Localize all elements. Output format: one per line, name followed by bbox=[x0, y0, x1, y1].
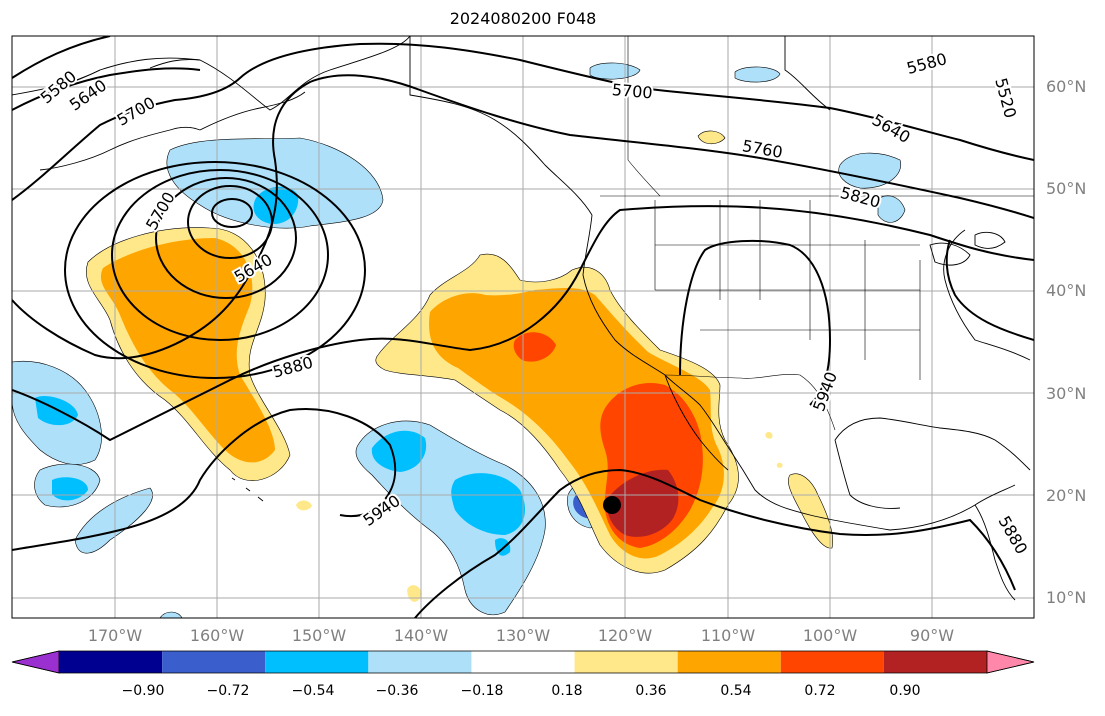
colorbar-tick-label: −0.36 bbox=[375, 683, 419, 699]
colorbar-extend-max bbox=[986, 650, 1035, 674]
colorbar-tick-label: −0.54 bbox=[291, 683, 335, 699]
colorbar-segment bbox=[883, 651, 987, 673]
colorbar-segment bbox=[471, 651, 575, 673]
colorbar-segment bbox=[677, 651, 781, 673]
colorbar-segment bbox=[265, 651, 369, 673]
lon-label: 130°W bbox=[495, 626, 551, 645]
positive-anomaly-region bbox=[765, 431, 773, 439]
colorbar-tick-label: 0.36 bbox=[635, 683, 667, 699]
colorbar-segment bbox=[368, 651, 472, 673]
lat-label: 20°N bbox=[1046, 486, 1087, 505]
colorbar-tick-label: 0.18 bbox=[551, 683, 583, 699]
positive-anomaly-region bbox=[296, 500, 312, 511]
lat-label: 10°N bbox=[1046, 588, 1087, 607]
lon-label: 160°W bbox=[189, 626, 245, 645]
colorbar-tick-label: −0.72 bbox=[206, 683, 250, 699]
positive-anomaly-region bbox=[776, 462, 783, 468]
gridlines bbox=[12, 36, 1034, 618]
colorbar-tick-label: 0.90 bbox=[889, 683, 921, 699]
colorbar bbox=[11, 650, 1035, 674]
negative-anomaly-region bbox=[451, 473, 525, 535]
lon-label: 120°W bbox=[597, 626, 653, 645]
colorbar-tick-label: 0.54 bbox=[720, 683, 752, 699]
colorbar-segment bbox=[59, 651, 163, 673]
height-contours bbox=[12, 36, 1034, 618]
lon-label: 170°W bbox=[87, 626, 143, 645]
colorbar-outline bbox=[11, 650, 1035, 674]
lat-label: 30°N bbox=[1046, 384, 1087, 403]
negative-anomaly-region bbox=[838, 152, 902, 189]
colorbar-tick-label: 0.72 bbox=[804, 683, 836, 699]
colorbar-segment bbox=[162, 651, 266, 673]
negative-anomaly-region bbox=[734, 66, 781, 83]
lon-label: 90°W bbox=[909, 626, 955, 645]
positive-anomaly-region bbox=[100, 238, 275, 463]
positive-anomaly-region bbox=[788, 473, 833, 549]
chart-title: 2024080200 F048 bbox=[449, 9, 597, 28]
contour-label: 5700 bbox=[611, 80, 653, 102]
colorbar-tick-label: −0.18 bbox=[460, 683, 504, 699]
lat-label: 50°N bbox=[1046, 179, 1087, 198]
positive-anomaly-region bbox=[670, 375, 710, 396]
lon-label: 140°W bbox=[393, 626, 449, 645]
colorbar-segment bbox=[574, 651, 678, 673]
lon-label: 110°W bbox=[700, 626, 756, 645]
positive-anomaly-region bbox=[697, 130, 726, 145]
colorbar-tick-label: −0.90 bbox=[121, 683, 165, 699]
lat-label: 40°N bbox=[1046, 281, 1087, 300]
negative-anomaly-region bbox=[74, 487, 153, 554]
lat-label: 60°N bbox=[1046, 77, 1087, 96]
positive-anomaly-region bbox=[513, 332, 556, 362]
coastlines bbox=[12, 36, 1031, 601]
low-contours bbox=[64, 161, 366, 379]
lon-label: 150°W bbox=[291, 626, 347, 645]
colorbar-segment bbox=[780, 651, 884, 673]
lon-label: 100°W bbox=[802, 626, 858, 645]
colorbar-extend-min bbox=[11, 650, 60, 674]
storm-center-marker bbox=[603, 496, 621, 514]
